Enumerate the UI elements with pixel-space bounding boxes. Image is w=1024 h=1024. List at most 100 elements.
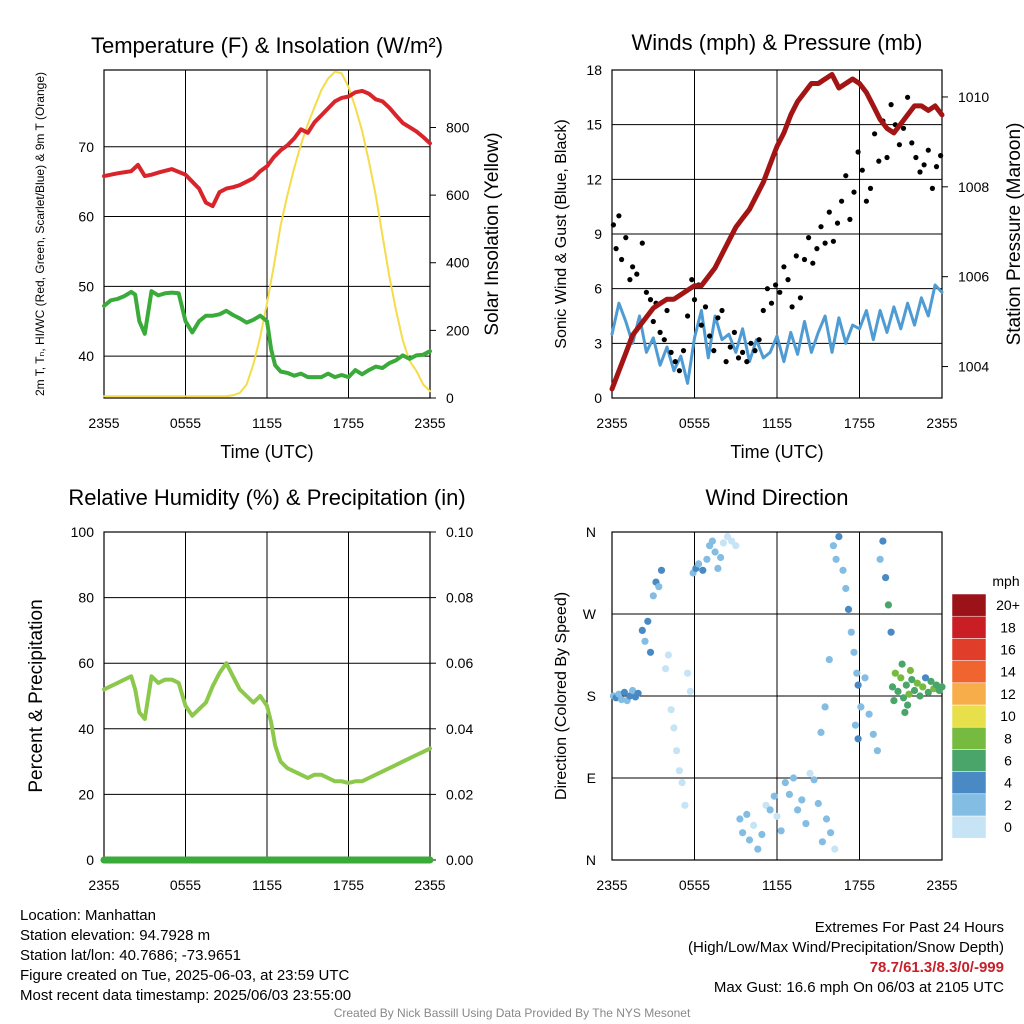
gust-point [905,94,911,100]
gust-point [876,158,882,164]
gust-point [925,147,931,153]
gust-point [698,322,705,328]
gust-point [867,185,874,191]
elevation-text: Station elevation: 94.7928 m [20,927,211,944]
y-tick-label: 50 [78,278,94,294]
y-tick-label: 60 [78,209,94,225]
direction-point [644,617,652,625]
gust-point [810,260,816,266]
gust-point [668,349,674,355]
y-tick-label: 20 [78,786,94,802]
colorbar-label: 10 [1000,708,1016,724]
y2-tick-label: 0.10 [446,524,473,540]
direction-point [695,560,703,568]
max-gust-text: Max Gust: 16.6 mph On 06/03 at 2105 UTC [713,979,1004,996]
colorbar-swatch [951,638,987,661]
y-tick-label: 0 [86,852,94,868]
gust-point [933,164,940,170]
direction-point [854,681,862,689]
direction-point [641,637,649,645]
colorbar-swatch [951,615,987,639]
direction-point [857,703,865,711]
gust-point [664,307,670,314]
direction-point [673,747,681,755]
direction-point [664,651,673,659]
direction-point [908,676,916,684]
x-tick-label: 2355 [926,877,957,893]
direction-point [916,692,924,700]
x-tick-label: 2355 [414,415,445,431]
direction-point [699,566,707,574]
direction-point [827,829,835,837]
direction-point [904,701,912,709]
extremes-info: Extremes For Past 24 Hours (High/Low/Max… [688,918,1004,998]
direction-point [638,626,646,635]
direction-point [854,735,862,743]
gust-point [785,277,791,283]
direction-point [853,669,861,677]
direction-point [758,830,766,839]
x-tick-label: 2355 [596,415,627,431]
direction-point [754,845,762,853]
x-tick-label: 0555 [170,877,201,893]
y-tick-label: E [587,770,596,786]
gust-point [616,213,622,219]
direction-point [626,692,634,700]
direction-point [770,792,778,800]
direction-point [888,683,897,691]
x-tick-label: 1155 [762,877,792,893]
direction-point [821,703,829,711]
y-tick-label: N [586,852,596,868]
gust-point [797,295,804,301]
humidity-line [102,661,432,785]
gust-point [707,333,713,339]
direction-point [620,688,629,697]
direction-point [869,730,877,738]
direction-point [879,537,887,545]
gust-point [619,256,625,263]
direction-point [717,553,725,562]
gust-point [764,286,771,292]
direction-point [806,769,814,778]
y2-tick-label: 1004 [958,359,989,375]
direction-point [618,696,626,704]
y-axis-label: 2m T, Tₙ, HI/WC (Red, Green, Scarlet/Blu… [33,72,47,396]
gust-point [735,355,742,361]
direction-point [850,648,858,656]
direction-point [873,747,882,755]
colorbar-swatch [951,704,987,728]
direction-point [890,697,898,705]
station-info: Location: Manhattan Station elevation: 9… [20,906,351,1006]
chart-title-1: Temperature (F) & Insolation (W/m²) [91,33,443,58]
gust-point [740,349,746,355]
direction-point [667,706,675,714]
y-tick-label: 9 [594,226,602,242]
direction-point [822,815,831,823]
direction-point [802,820,810,828]
gust-point [834,220,841,226]
colorbar-label: 12 [1000,686,1016,702]
direction-point [905,690,913,698]
direction-point [842,584,850,593]
gust-point [839,198,845,204]
x-tick-label: 1755 [333,877,364,893]
plot-frame [103,69,431,399]
direction-point [736,815,744,823]
colorbar-label: 14 [1000,664,1016,680]
gust-point [711,348,717,354]
colorbar-label: 18 [1000,619,1016,635]
x-tick-label: 1155 [252,877,282,893]
direction-point [829,542,838,550]
colorbar-label: 2 [1004,797,1012,813]
direction-point [773,812,781,820]
gust-point [752,348,758,354]
location-text: Location: Manhattan [20,907,156,924]
gust-point [689,277,695,283]
direction-point [745,836,754,844]
colorbar-label: 8 [1004,730,1012,746]
gust-point [623,235,629,241]
wind-line [610,283,944,385]
gust-point [917,169,923,175]
direction-point [743,810,751,819]
y-tick-label: 60 [78,655,94,671]
